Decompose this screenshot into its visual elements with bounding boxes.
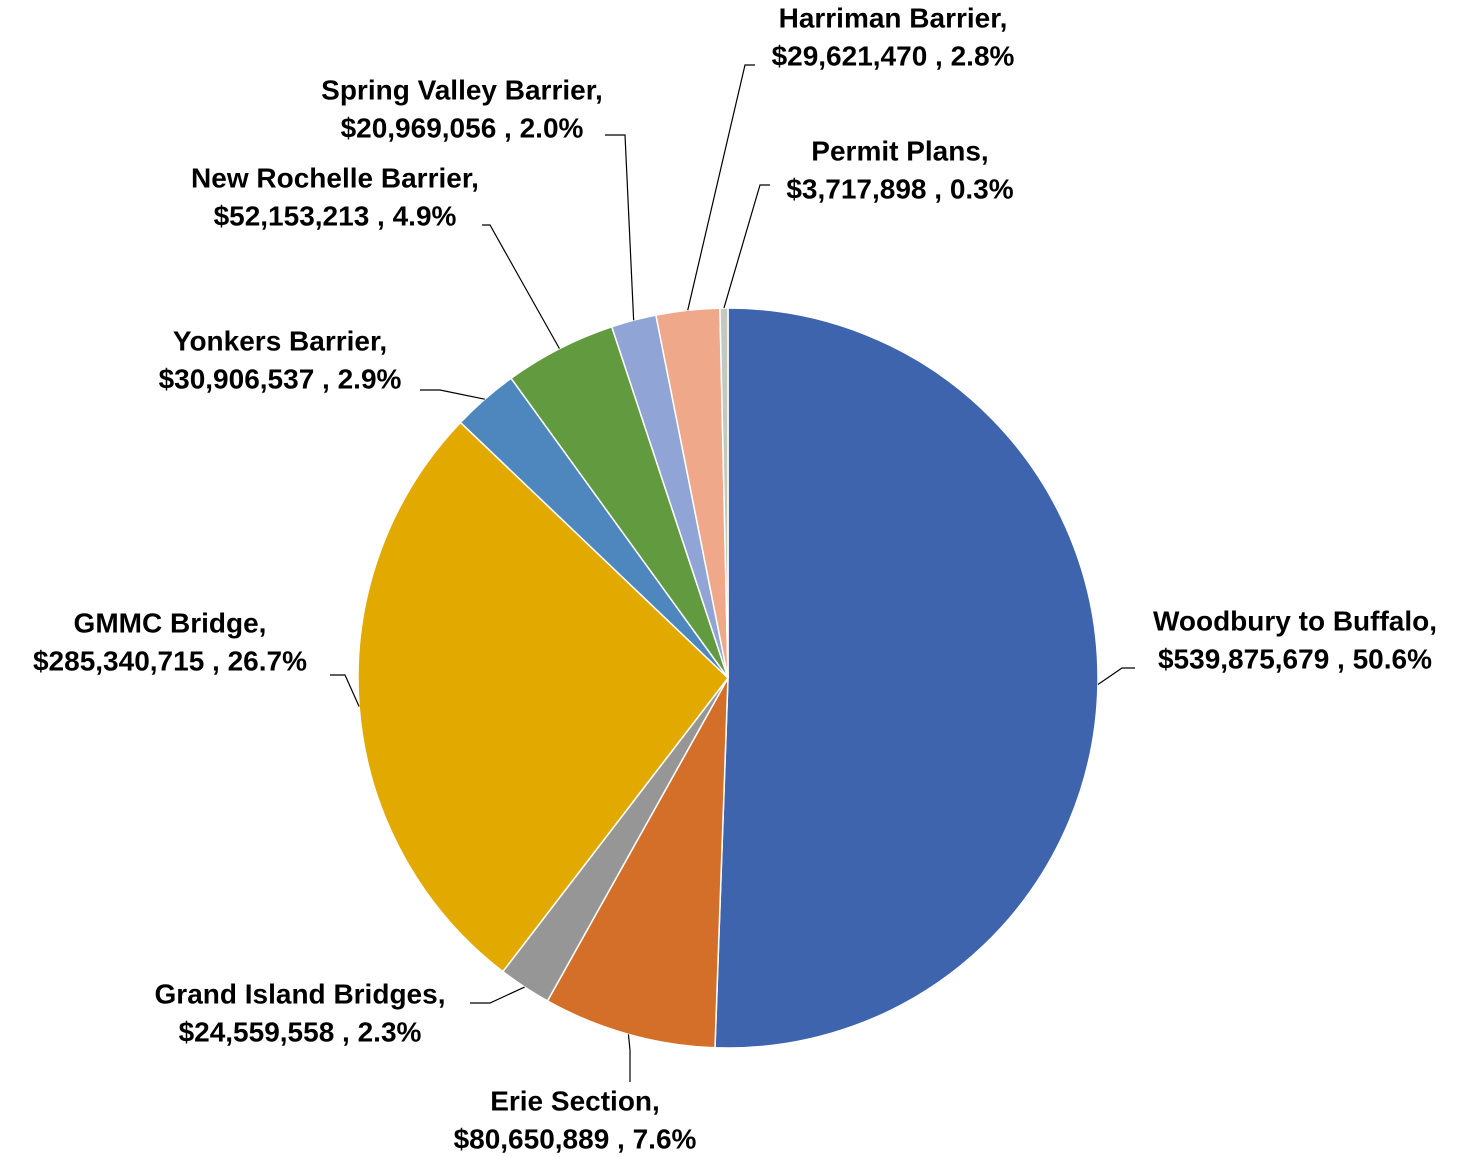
leader-line: [470, 986, 525, 1004]
data-label-value: $80,650,889 , 7.6%: [454, 1123, 697, 1154]
data-label-value: $3,717,898 , 0.3%: [786, 173, 1013, 204]
data-label-name: Spring Valley Barrier,: [321, 74, 603, 105]
data-label-value: $24,559,558 , 2.3%: [179, 1016, 422, 1047]
data-label-name: Erie Section,: [490, 1085, 660, 1116]
data-label-name: Permit Plans,: [811, 135, 988, 166]
data-label-value: $20,969,056 , 2.0%: [341, 112, 584, 143]
pie-slice: [719, 307, 729, 679]
pie-slice: [357, 421, 730, 973]
pie-slice: [714, 307, 1099, 1049]
leader-line: [330, 674, 360, 707]
data-label-value: $30,906,537 , 2.9%: [159, 363, 402, 394]
leader-line: [723, 184, 770, 309]
data-label-name: New Rochelle Barrier,: [191, 162, 479, 193]
leader-line: [420, 389, 485, 400]
data-label-value: $52,153,213 , 4.9%: [214, 200, 457, 231]
data-label-value: $285,340,715 , 26.7%: [33, 645, 307, 676]
pie-slice: [546, 677, 729, 1049]
data-label-value: $539,875,679 , 50.6%: [1158, 643, 1432, 674]
data-label-name: Harriman Barrier,: [779, 2, 1008, 33]
data-label-name: Yonkers Barrier,: [173, 325, 387, 356]
leader-line: [1097, 667, 1135, 686]
data-label-name: Woodbury to Buffalo,: [1153, 605, 1437, 636]
leader-line: [605, 134, 635, 321]
leader-line: [627, 1034, 631, 1082]
data-label-name: GMMC Bridge,: [74, 607, 267, 638]
data-label-name: Grand Island Bridges,: [155, 978, 446, 1009]
leader-line: [482, 224, 560, 349]
leader-line: [687, 64, 755, 311]
data-label-value: $29,621,470 , 2.8%: [772, 40, 1015, 71]
